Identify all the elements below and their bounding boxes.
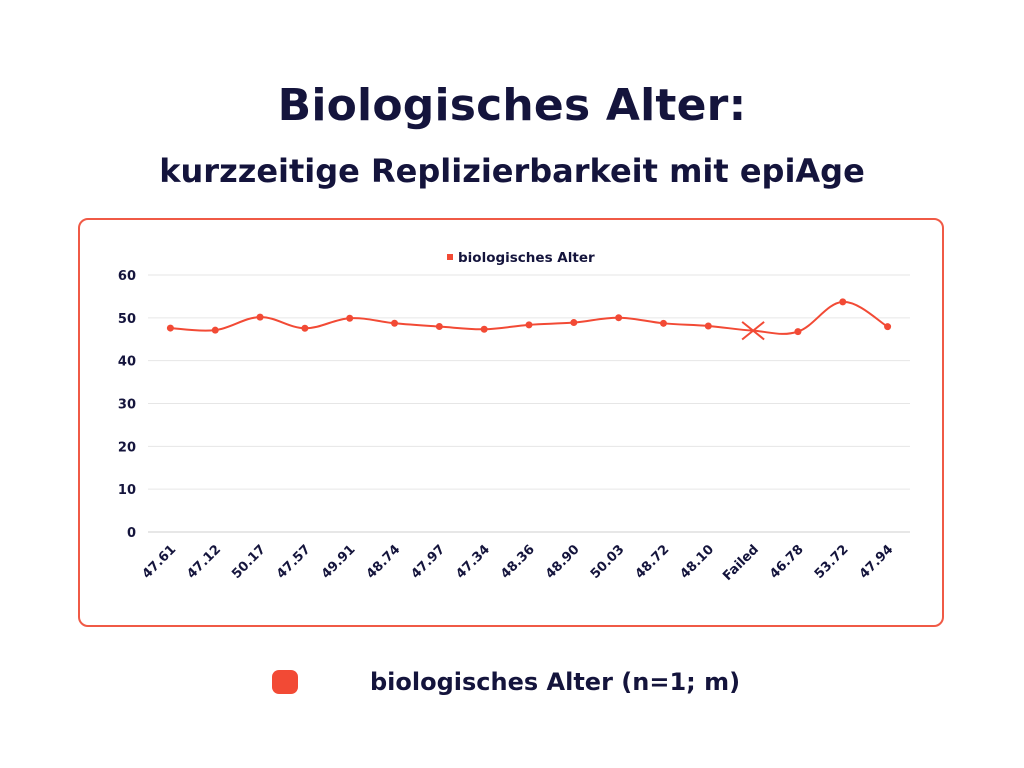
x-tick-label: 46.78 [767, 542, 807, 582]
y-tick-label: 30 [118, 398, 136, 413]
x-tick-label: 47.12 [184, 542, 224, 582]
data-point [301, 324, 309, 332]
data-point [435, 323, 443, 331]
x-tick-label: 47.61 [140, 542, 180, 582]
x-tick-label: 49.91 [319, 542, 359, 582]
legend-marker [447, 254, 453, 260]
bottom-legend: biologisches Alter (n=1; m) [272, 666, 740, 698]
x-tick-label: 50.03 [588, 542, 628, 582]
legend-label: biologisches Alter [458, 250, 595, 266]
x-tick-label: 48.72 [633, 542, 673, 582]
data-point [480, 325, 488, 333]
x-tick-label: 53.72 [812, 542, 852, 582]
grid-layer [148, 274, 910, 533]
x-tick-label: Failed [720, 542, 762, 584]
x-tick-label: 50.17 [229, 542, 269, 582]
data-point [570, 319, 578, 327]
data-point [615, 314, 623, 322]
y-tick-label: 50 [118, 312, 136, 327]
data-point [659, 319, 667, 327]
y-tick-label: 40 [118, 355, 136, 370]
data-point [525, 321, 533, 329]
x-tick-label: 47.57 [274, 542, 314, 582]
x-tick-label: 48.74 [364, 542, 404, 582]
data-point [391, 319, 399, 327]
data-point [704, 322, 712, 330]
x-tick-label: 47.94 [857, 542, 897, 582]
x-tick-label: 47.97 [408, 542, 448, 582]
page-title: Biologisches Alter: [277, 80, 747, 131]
data-point [256, 313, 264, 321]
legend-swatch [272, 670, 298, 694]
y-tick-label: 0 [127, 526, 136, 541]
data-point [166, 324, 174, 332]
y-axis-ticks: 0 10 20 30 40 50 60 [118, 269, 136, 541]
data-point [346, 314, 354, 322]
series-layer [166, 298, 892, 341]
x-tick-label: 48.10 [677, 542, 717, 582]
y-tick-label: 20 [118, 440, 136, 455]
x-tick-label: 47.34 [453, 542, 493, 582]
data-point [794, 328, 802, 336]
failed-marker-stroke [741, 321, 765, 341]
y-tick-label: 60 [118, 269, 136, 284]
x-tick-label: 48.90 [543, 542, 583, 582]
x-tick-label: 48.36 [498, 542, 538, 582]
data-point [211, 326, 219, 334]
bottom-legend-label: biologisches Alter (n=1; m) [370, 668, 741, 696]
page-subtitle: kurzzeitige Replizierbarkeit mit epiAge [159, 152, 865, 190]
data-point [839, 298, 847, 306]
chart-frame: 0 10 20 30 40 50 60 47.61 47.12 50.17 47.57 49.91 4… [78, 218, 944, 627]
data-point [884, 323, 892, 331]
chart-legend: biologisches Alter [447, 250, 595, 266]
y-tick-label: 10 [118, 483, 136, 498]
x-axis-ticks: 47.61 47.12 50.17 47.57 49.91 48.74 47.97 47.34… [140, 542, 897, 584]
